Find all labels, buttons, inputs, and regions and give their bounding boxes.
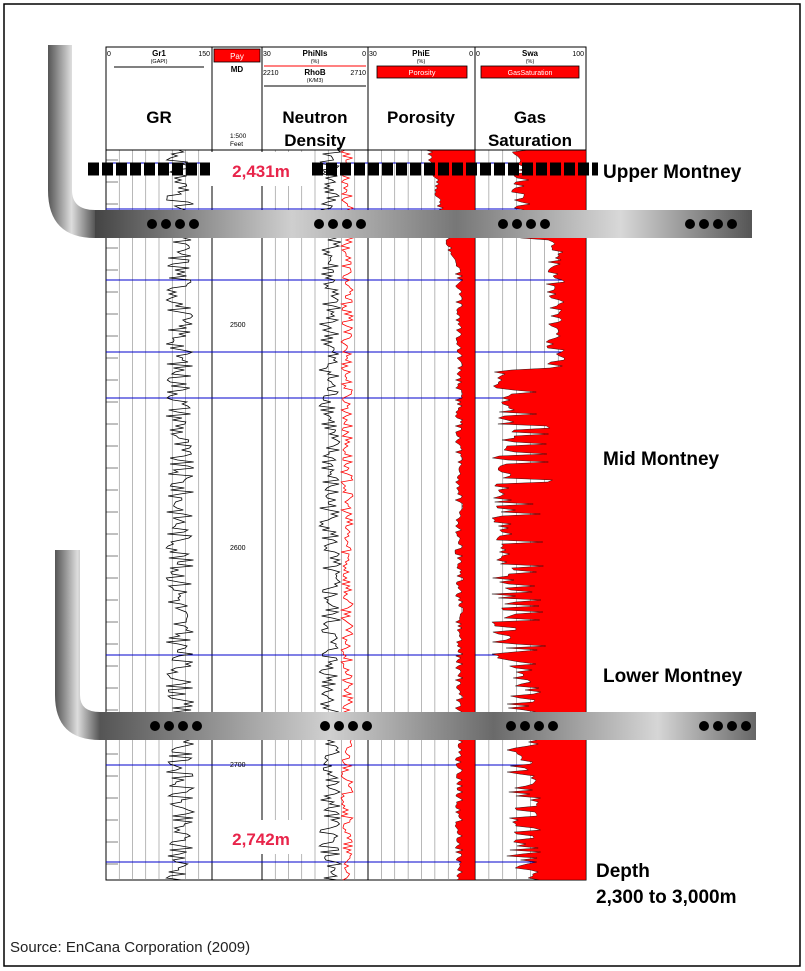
- pay-label: Pay: [230, 52, 244, 61]
- upper-montney-marker: 2,431m: [88, 152, 598, 186]
- swa-scale-min: 0: [476, 51, 480, 58]
- swa-scale-max: 100: [572, 51, 584, 58]
- phi-curve-name: PhiNls: [303, 49, 328, 58]
- phie-scale-max: 0: [469, 51, 473, 58]
- log-fills: [425, 149, 587, 881]
- gr-track-title: GR: [146, 108, 172, 127]
- phie-unit: (%): [417, 59, 426, 65]
- perforation-dot: [192, 721, 202, 731]
- phi-unit: (%): [311, 59, 320, 65]
- porosity-fill-area: [425, 149, 476, 881]
- perforation-dot: [189, 219, 199, 229]
- perforation-dot: [342, 219, 352, 229]
- gas-track-title-line2: Saturation: [488, 131, 572, 150]
- gr-scale-min: 0: [107, 51, 111, 58]
- perforation-dot: [548, 721, 558, 731]
- md-unit: Feet: [230, 141, 243, 148]
- neutron-curve: [339, 149, 355, 881]
- gas-saturation-legend-label: GasSaturation: [508, 70, 553, 77]
- perforation-dot: [334, 721, 344, 731]
- zone-label-mid-montney: Mid Montney: [603, 449, 720, 470]
- perforation-dot: [713, 219, 723, 229]
- bottom-depth-marker-box: [214, 820, 308, 854]
- source-caption: Source: EnCana Corporation (2009): [10, 939, 250, 956]
- density-curve: [317, 149, 343, 881]
- md-scale: 1:500: [230, 133, 247, 140]
- gas-track-title-line1: Gas: [514, 108, 546, 127]
- perforation-dot: [534, 721, 544, 731]
- perforation-dot: [175, 219, 185, 229]
- phie-scale-min: 30: [369, 51, 377, 58]
- gamma-ray-curve: [165, 149, 196, 881]
- md-depth-label-3: 2700: [230, 762, 246, 769]
- md-depth-label-2: 2600: [230, 545, 246, 552]
- phi-scale-min: 30: [263, 51, 271, 58]
- depth-range-line2: 2,300 to 3,000m: [596, 887, 736, 908]
- perforation-dot: [356, 219, 366, 229]
- nd-track-title-line1: Neutron: [282, 108, 347, 127]
- porosity-track-title: Porosity: [387, 108, 456, 127]
- upper-horizontal-wellbore-icon: [48, 45, 752, 238]
- perforation-dot: [348, 721, 358, 731]
- perforation-dot: [498, 219, 508, 229]
- perforation-dot: [520, 721, 530, 731]
- pay-flag: [213, 48, 261, 63]
- gr-scale-max: 150: [198, 51, 210, 58]
- perforation-dot: [685, 219, 695, 229]
- zone-label-lower-montney: Lower Montney: [603, 666, 743, 687]
- md-depth-label-1: 2500: [230, 322, 246, 329]
- perforation-dot: [328, 219, 338, 229]
- rho-scale-min: 2210: [263, 70, 279, 77]
- perforation-dot: [713, 721, 723, 731]
- depth-range-line1: Depth: [596, 861, 650, 882]
- swa-unit: (%): [526, 59, 535, 65]
- porosity-legend-label: Porosity: [408, 68, 435, 77]
- lower-horizontal-wellbore-icon: [55, 550, 756, 740]
- perforation-dot: [320, 721, 330, 731]
- rho-unit: (K/M3): [307, 78, 324, 84]
- perforation-dot: [362, 721, 372, 731]
- rho-scale-max: 2710: [350, 70, 366, 77]
- log-header: 0 Gr1 150 (GAPI) GR Pay MD 1:500 Feet 30…: [105, 46, 587, 151]
- perforation-dot: [727, 219, 737, 229]
- porosity-legend-swatch: [376, 65, 468, 79]
- perforation-dot: [512, 219, 522, 229]
- perforation-dot: [314, 219, 324, 229]
- perforation-dot: [699, 219, 709, 229]
- track-frame: [211, 149, 263, 881]
- bottom-depth-marker: 2,742m: [232, 830, 290, 849]
- perforation-dot: [150, 721, 160, 731]
- log-curves: [165, 149, 355, 881]
- perforation-dot: [727, 721, 737, 731]
- gas-saturation-legend-swatch: [480, 65, 580, 79]
- phi-scale-max: 0: [362, 51, 366, 58]
- perforation-dot: [741, 721, 751, 731]
- perforation-dot: [506, 721, 516, 731]
- nd-track-title-line2: Density: [284, 131, 346, 150]
- perforation-dot: [164, 721, 174, 731]
- md-label: MD: [231, 65, 244, 74]
- perforation-dot: [699, 721, 709, 731]
- gr-unit: (GAPI): [151, 59, 168, 65]
- gr-curve-name: Gr1: [152, 49, 166, 58]
- upper-perforation-dots: [147, 219, 737, 229]
- rho-curve-name: RhoB: [304, 68, 326, 77]
- perforation-dot: [161, 219, 171, 229]
- perforation-dot: [540, 219, 550, 229]
- zone-label-upper-montney: Upper Montney: [603, 162, 742, 183]
- top-depth-marker: 2,431m: [232, 162, 290, 181]
- gas-saturation-fill-area: [491, 149, 587, 881]
- lower-perforation-dots: [150, 721, 751, 731]
- perforation-dot: [178, 721, 188, 731]
- phie-curve-name: PhiE: [412, 49, 430, 58]
- perforation-dot: [147, 219, 157, 229]
- swa-curve-name: Swa: [522, 49, 539, 58]
- perforation-dot: [526, 219, 536, 229]
